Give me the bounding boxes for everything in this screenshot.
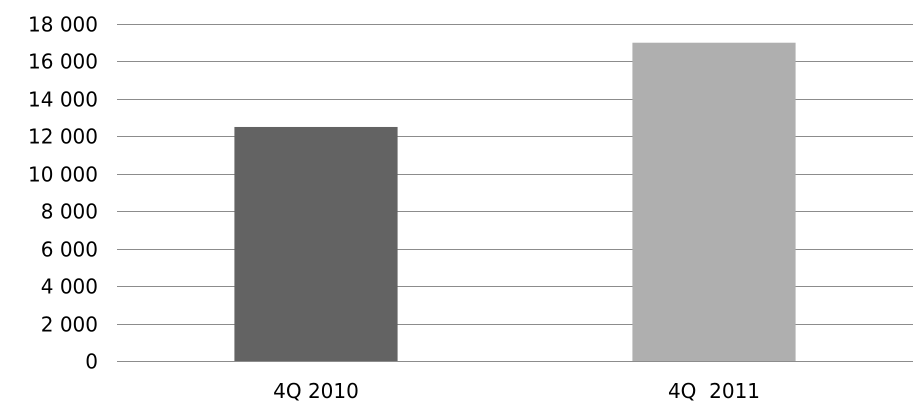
y-tick-label: 16 000 bbox=[28, 50, 98, 74]
y-tick-label: 10 000 bbox=[28, 163, 98, 187]
y-tick-label: 12 000 bbox=[28, 125, 98, 149]
y-axis-tick-labels: 0 2 000 4 000 6 000 8 000 10 000 12 000 14 000 1… bbox=[28, 13, 98, 374]
x-axis-category-labels: 4Q 2010 4Q 2011 bbox=[273, 379, 760, 403]
bar bbox=[632, 42, 796, 361]
x-category-label: 4Q 2011 bbox=[668, 379, 760, 403]
y-tick-label: 2 000 bbox=[41, 313, 98, 337]
y-tick-label: 4 000 bbox=[41, 275, 98, 299]
bars bbox=[234, 42, 796, 361]
bar bbox=[234, 126, 398, 361]
y-tick-label: 14 000 bbox=[28, 88, 98, 112]
y-tick-label: 6 000 bbox=[41, 238, 98, 262]
y-tick-label: 8 000 bbox=[41, 200, 98, 224]
y-tick-label: 0 bbox=[85, 350, 98, 374]
x-category-label: 4Q 2010 bbox=[273, 379, 359, 403]
y-tick-label: 18 000 bbox=[28, 13, 98, 37]
